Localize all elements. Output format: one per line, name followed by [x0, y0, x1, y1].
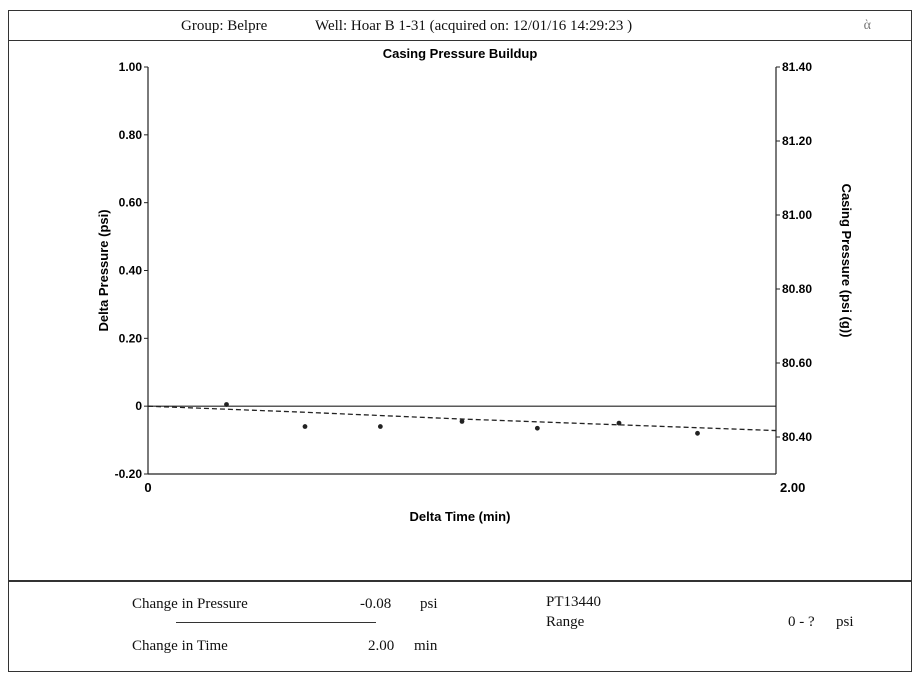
chart-title: Casing Pressure Buildup — [383, 46, 538, 61]
pressure-chart: Casing Pressure Buildup 1.00 0.80 0.60 0.40 0… — [96, 46, 854, 524]
left-tick-label: 1.00 — [119, 60, 143, 74]
data-point — [377, 424, 383, 429]
right-tick-label: 81.00 — [782, 208, 812, 222]
left-tick-label: 0.80 — [119, 128, 143, 142]
right-tick-label: 81.40 — [782, 60, 812, 74]
data-point — [302, 424, 308, 429]
right-tick-label: 80.40 — [782, 430, 812, 444]
y2-axis-label: Casing Pressure (psi (g)) — [839, 184, 854, 338]
data-point — [695, 430, 700, 436]
right-tick-label: 81.20 — [782, 134, 812, 148]
trend-line — [147, 405, 777, 432]
well-label: Well: Hoar B 1-31 (acquired on: 12/01/16… — [315, 18, 633, 34]
corner-mark-icon: ὰ — [863, 18, 871, 33]
report-header: Group: Belpre Well: Hoar B 1-31 (acquire… — [9, 11, 911, 41]
data-point — [224, 402, 229, 407]
right-tick-label: 80.80 — [782, 282, 812, 296]
left-tick-label: 0.40 — [119, 264, 143, 278]
y-axis-label: Delta Pressure (psi) — [96, 209, 111, 331]
right-tick-label: 80.60 — [782, 356, 812, 370]
data-point — [459, 419, 465, 424]
x-tick-label: 2.00 — [780, 480, 805, 495]
x-axis-label: Delta Time (min) — [410, 509, 511, 524]
data-point — [616, 420, 622, 426]
left-tick-label: 0.20 — [119, 331, 143, 345]
x-tick-label: 0 — [144, 480, 151, 495]
report-frame: Group: Belpre Well: Hoar B 1-31 (acquire… — [8, 10, 912, 672]
left-tick-label: 0 — [135, 399, 142, 413]
left-tick-label: 0.60 — [119, 196, 143, 210]
left-tick-label: -0.20 — [115, 467, 143, 481]
data-point — [534, 425, 540, 431]
group-label: Group: Belpre — [181, 18, 268, 34]
